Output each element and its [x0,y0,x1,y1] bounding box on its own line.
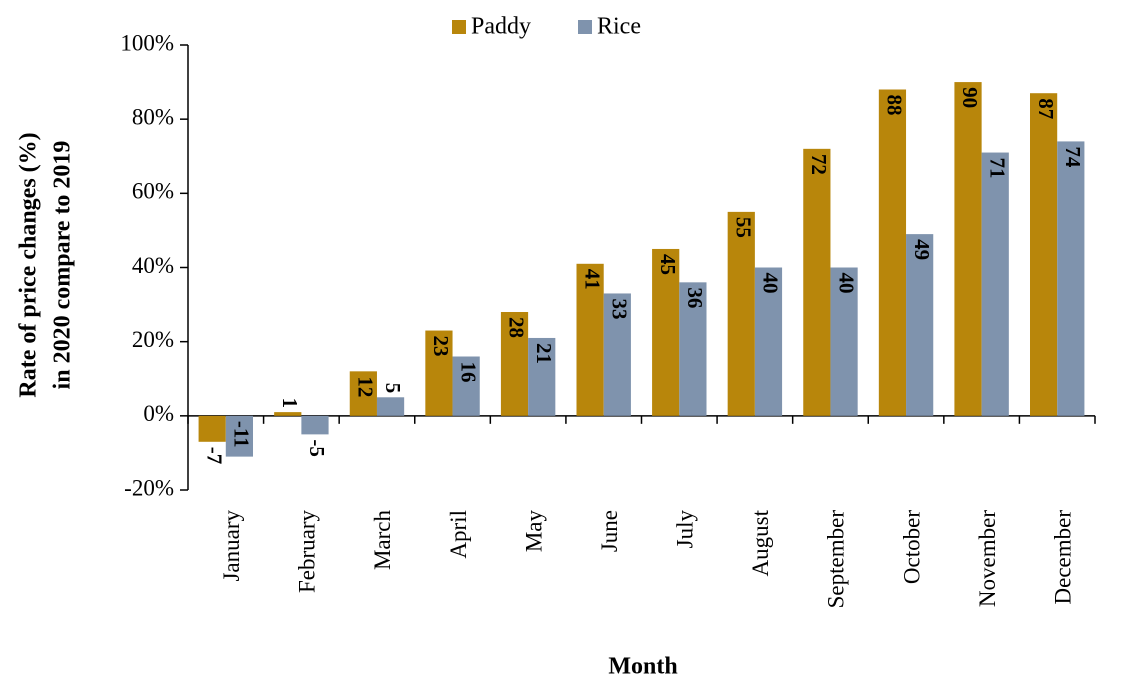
value-label: 49 [910,239,934,260]
value-label: 40 [759,273,783,294]
x-tick-label: June [597,510,622,552]
legend-label: Paddy [471,14,531,40]
bar [603,293,631,416]
value-label: 28 [505,317,529,338]
value-label: 40 [834,273,858,294]
bar [679,282,707,416]
bar [349,371,377,416]
y-axis-title: in 2020 compare to 2019 [50,141,76,390]
bar [376,397,405,416]
y-tick-label: 20% [132,327,174,352]
value-label: 74 [1061,146,1085,168]
value-label: 87 [1034,98,1058,119]
x-tick-label: April [446,510,471,559]
value-label: 21 [532,343,556,364]
x-tick-label: May [521,510,546,553]
x-tick-label: July [673,510,698,549]
value-label: 36 [683,287,707,308]
y-axis-title: Rate of price changes (%) [16,132,42,397]
bar [981,152,1009,416]
value-label: 71 [985,158,1009,179]
bar [274,412,302,416]
value-label: 12 [354,376,378,397]
bar [1057,141,1085,416]
value-label: 41 [580,269,604,290]
y-tick-label: 100% [120,30,174,55]
value-label: 1 [278,398,302,409]
bar [652,248,680,416]
value-label: 16 [456,362,480,383]
value-label: -11 [230,421,254,448]
bar [528,337,556,416]
legend-swatch [578,20,592,34]
x-tick-label: December [1050,510,1075,605]
bar [198,415,226,442]
bar [576,263,604,416]
value-label: 72 [807,154,831,175]
value-label: 90 [958,87,982,108]
legend-swatch [452,20,466,34]
x-axis-title: Month [608,654,677,680]
y-tick-label: -20% [124,475,174,500]
bar [500,312,529,416]
value-label: 88 [883,95,907,116]
bar [803,148,831,416]
value-label: 5 [381,383,405,394]
bar [1029,93,1058,416]
bar [954,82,982,416]
value-label: 45 [656,254,680,275]
x-tick-label: October [899,510,924,584]
x-tick-label: February [295,510,320,594]
bar [906,234,934,416]
y-tick-label: 60% [132,179,174,204]
x-tick-label: November [975,510,1000,607]
x-tick-label: September [824,510,849,609]
bar [754,267,783,416]
value-label: 23 [429,336,453,357]
y-tick-label: 0% [143,401,174,426]
bar [225,415,254,457]
value-label: -7 [202,447,226,465]
bar [452,356,480,416]
legend-label: Rice [597,14,641,40]
y-tick-label: 40% [132,253,174,278]
bar [830,267,858,416]
x-tick-label: January [219,510,244,582]
x-tick-label: August [748,509,773,576]
bar [878,89,907,416]
bar [425,330,453,416]
value-label: 33 [608,298,632,319]
bar [727,211,755,416]
value-label: 55 [731,217,755,238]
y-tick-label: 80% [132,104,174,129]
value-label: -5 [305,439,329,457]
x-tick-label: March [370,510,395,571]
bar [301,415,329,435]
